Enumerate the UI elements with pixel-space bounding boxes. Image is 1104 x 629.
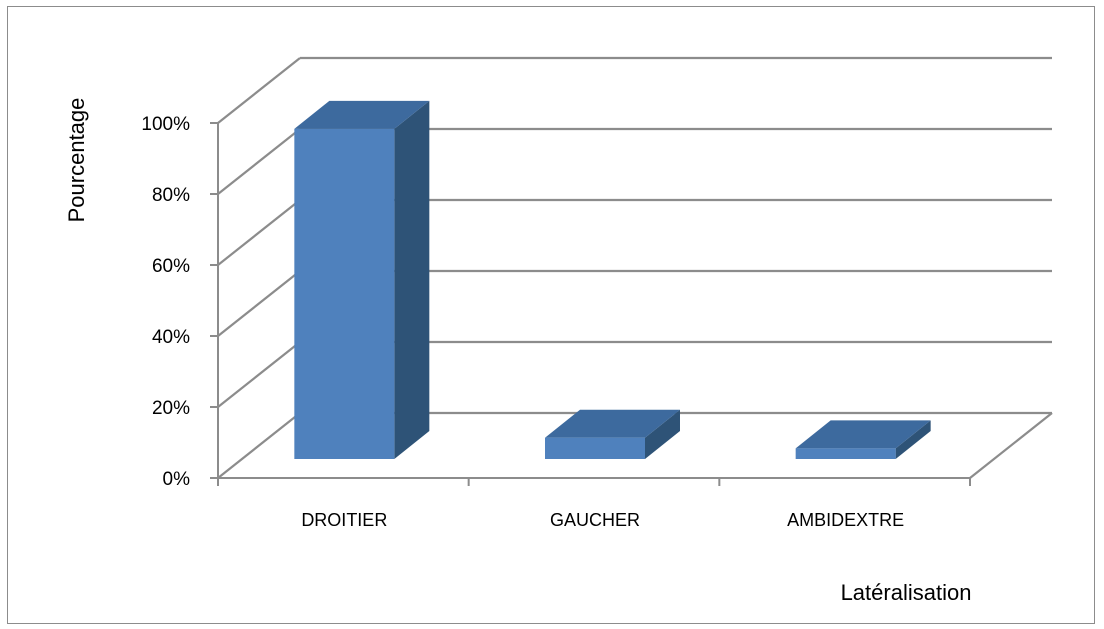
gridline-wall-0 [217,412,301,479]
bar-front [294,128,395,459]
bar-droitier [294,100,430,459]
bar-top [294,100,430,129]
bar-gaucher [545,409,680,459]
x-tick-label: GAUCHER [550,510,640,530]
x-axis-title: Latéralisation [841,580,972,605]
bar-side [895,420,931,459]
y-tick-label: 60% [152,256,190,277]
gridline-wall-5 [217,57,301,124]
gridline-wall-2 [217,270,301,337]
y-axis-title: Pourcentage [64,98,89,223]
y-tick-label: 40% [152,327,190,348]
gridline-wall-4 [217,128,301,195]
y-tick-label: 80% [152,185,190,206]
floor-right-edge [969,412,1053,479]
y-tick-label: 100% [141,114,190,135]
x-tick-label: AMBIDEXTRE [787,510,904,530]
y-tick-label: 20% [152,398,190,419]
bars [294,100,931,459]
bar-side [394,100,430,459]
bar-top [795,420,931,449]
axes [210,122,971,486]
bar-front [545,437,645,459]
gridline-wall-1 [217,341,301,408]
gridline-wall-3 [217,199,301,266]
bar-ambidextre [795,420,931,459]
bar-top [545,409,680,438]
bar-front [795,448,896,459]
x-tick-label: DROITIER [301,510,387,530]
labels: 0% 20% 40% 60% 80% 100% DROITIER GAUCHER AMBIDEX… [141,114,904,530]
chart-frame [7,6,1095,624]
y-tick-label: 0% [163,469,191,490]
bar-side [645,409,680,459]
